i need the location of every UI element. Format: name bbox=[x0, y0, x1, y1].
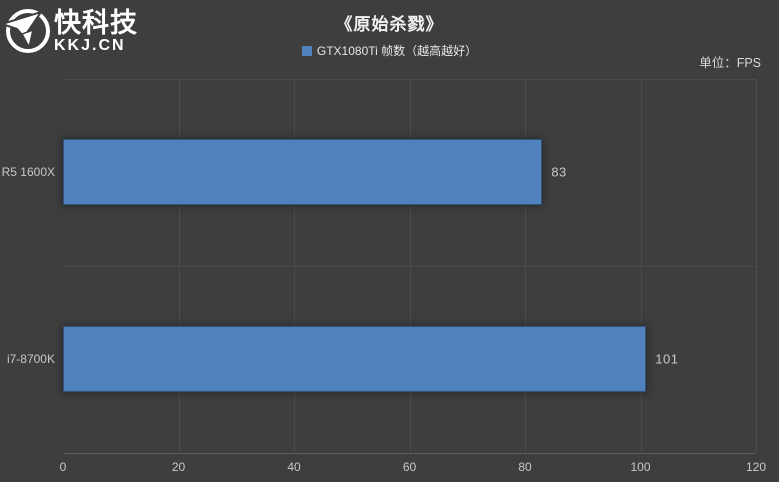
category-separator-line bbox=[63, 265, 756, 267]
legend: GTX1080Ti 帧数（越高越好） bbox=[0, 42, 779, 59]
legend-label: GTX1080Ti 帧数（越高越好） bbox=[316, 44, 478, 58]
x-tick-label-40: 40 bbox=[287, 460, 301, 474]
value-label-i7-8700k: 101 bbox=[655, 351, 679, 367]
kkj-logo: 快科技 KKJ.CN bbox=[0, 3, 138, 60]
legend-marker bbox=[301, 45, 312, 56]
x-tick-label-120: 120 bbox=[745, 460, 767, 474]
value-label-r5-1600x: 83 bbox=[551, 164, 567, 180]
logo-domain: KKJ.CN bbox=[54, 36, 126, 54]
x-tick-label-0: 0 bbox=[59, 460, 67, 474]
category-label-r5-1600x: R5 1600X bbox=[1, 165, 55, 180]
x-tick-label-100: 100 bbox=[630, 460, 651, 474]
bar-i7-8700k bbox=[63, 325, 647, 392]
x-tick-label-20: 20 bbox=[171, 460, 186, 474]
bar-r5-1600x bbox=[63, 139, 543, 206]
logo-brand: 快科技 bbox=[54, 7, 138, 38]
category-label-i7-8700k: i7-8700K bbox=[6, 351, 55, 366]
paper-plane-circle-icon bbox=[0, 3, 52, 60]
chart-title: 《原始杀戮》 bbox=[335, 15, 444, 34]
x-tick-label-80: 80 bbox=[518, 460, 532, 474]
gridline-x-120 bbox=[756, 79, 757, 452]
unit-label: 单位：FPS bbox=[699, 56, 761, 70]
logo-text: 快科技 KKJ.CN bbox=[54, 7, 138, 54]
x-tick-label-60: 60 bbox=[402, 460, 417, 474]
